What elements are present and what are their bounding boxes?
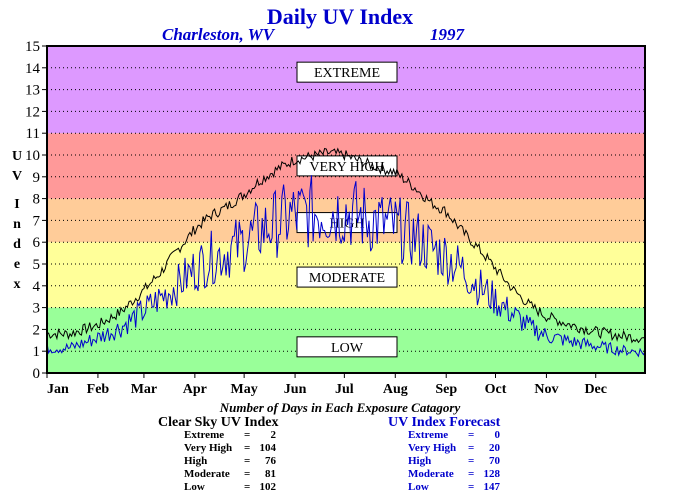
forecast-stat-sep: = (468, 455, 475, 467)
clear-sky-stat-value: 2 (270, 429, 277, 441)
y-tick-label: 4 (33, 279, 41, 295)
y-tick-label: 5 (33, 257, 41, 273)
forecast-stat-sep: = (468, 468, 475, 480)
x-tick-label: Aug (383, 382, 408, 397)
x-tick-label: Nov (534, 382, 558, 397)
y-tick-label: 2 (33, 322, 41, 338)
forecast-stat-sep: = (468, 442, 475, 454)
forecast-stat-label: Extreme (408, 429, 449, 441)
y-axis-label-char: x (14, 277, 21, 292)
x-tick-label: Jun (284, 382, 307, 397)
forecast-stat-label: Low (408, 481, 429, 493)
forecast-stat-label: High (408, 455, 432, 467)
clear-sky-stat-value: 81 (265, 468, 276, 480)
forecast-stat-value: 128 (483, 468, 501, 480)
forecast-stat-sep: = (468, 481, 475, 493)
clear-sky-stat-value: 104 (259, 442, 277, 454)
forecast-stat-value: 0 (494, 429, 501, 441)
y-tick-label: 0 (33, 366, 41, 382)
y-tick-label: 15 (25, 39, 40, 55)
clear-sky-stat-sep: = (244, 468, 251, 480)
band-label-box (296, 336, 398, 358)
x-tick-label: Dec (584, 382, 607, 397)
forecast-stat-label: Very High (408, 442, 457, 454)
forecast-stat-sep: = (468, 429, 475, 441)
band-label: HIGH (330, 217, 365, 232)
y-tick-label: 3 (33, 301, 41, 317)
y-tick-label: 7 (33, 213, 41, 229)
x-tick-label: May (231, 382, 258, 397)
x-tick-label: Feb (87, 382, 110, 397)
y-axis-label-char: I (14, 197, 19, 212)
series-line-clear-sky (46, 147, 646, 344)
y-tick-label: 10 (25, 148, 40, 164)
y-tick-label: 14 (25, 61, 41, 77)
y-axis-label-char: U (12, 149, 22, 164)
y-axis-label-char: e (14, 257, 20, 272)
clear-sky-stat-label: High (184, 455, 208, 467)
x-tick-label: Oct (485, 382, 507, 397)
clear-sky-stat-sep: = (244, 429, 251, 441)
forecast-stat-value: 70 (489, 455, 500, 467)
band-label: EXTREME (314, 66, 380, 81)
chart-title: Daily UV Index (266, 4, 414, 29)
clear-sky-stat-label: Extreme (184, 429, 225, 441)
y-tick-label: 13 (25, 83, 40, 99)
plot-frame (46, 45, 646, 374)
y-tick-label: 8 (33, 192, 41, 208)
band-label: LOW (331, 341, 364, 356)
year-label: 1997 (430, 25, 464, 44)
y-tick-label: 12 (25, 104, 40, 120)
clear-sky-stat-label: Moderate (184, 468, 230, 480)
band-label-box (296, 266, 398, 288)
forecast-stats-title: UV Index Forecast (388, 415, 501, 430)
y-tick-label: 9 (33, 170, 41, 186)
x-tick-label: Jul (335, 382, 354, 397)
x-tick-label: Jan (47, 382, 69, 397)
band-label: MODERATE (309, 271, 385, 286)
clear-sky-stat-value: 76 (265, 455, 276, 467)
y-tick-label: 6 (33, 235, 41, 251)
location-label: Charleston, WV (162, 25, 275, 44)
band-label-box (296, 61, 398, 83)
y-axis-label-char: d (13, 237, 21, 252)
series-line-forecast (46, 175, 646, 358)
forecast-stat-value: 20 (489, 442, 500, 454)
y-tick-label: 11 (26, 126, 40, 142)
clear-sky-stat-sep: = (244, 442, 251, 454)
clear-sky-stats-title: Clear Sky UV Index (158, 415, 279, 430)
x-tick-label: Sep (435, 382, 457, 397)
y-tick-label: 1 (33, 344, 41, 360)
x-tick-label: Mar (131, 382, 157, 397)
band-label-box (296, 155, 398, 177)
y-axis-label-char: n (13, 217, 21, 232)
clear-sky-stat-label: Low (184, 481, 205, 493)
x-tick-label: Apr (183, 382, 207, 397)
clear-sky-stat-sep: = (244, 481, 251, 493)
forecast-stat-value: 147 (483, 481, 501, 493)
clear-sky-stat-label: Very High (184, 442, 233, 454)
forecast-stat-label: Moderate (408, 468, 454, 480)
band-extreme (47, 46, 645, 134)
clear-sky-stat-value: 102 (259, 481, 277, 493)
y-axis-label-char: V (12, 169, 22, 184)
clear-sky-stat-sep: = (244, 455, 251, 467)
stats-caption: Number of Days in Each Exposure Catagory (219, 400, 461, 415)
